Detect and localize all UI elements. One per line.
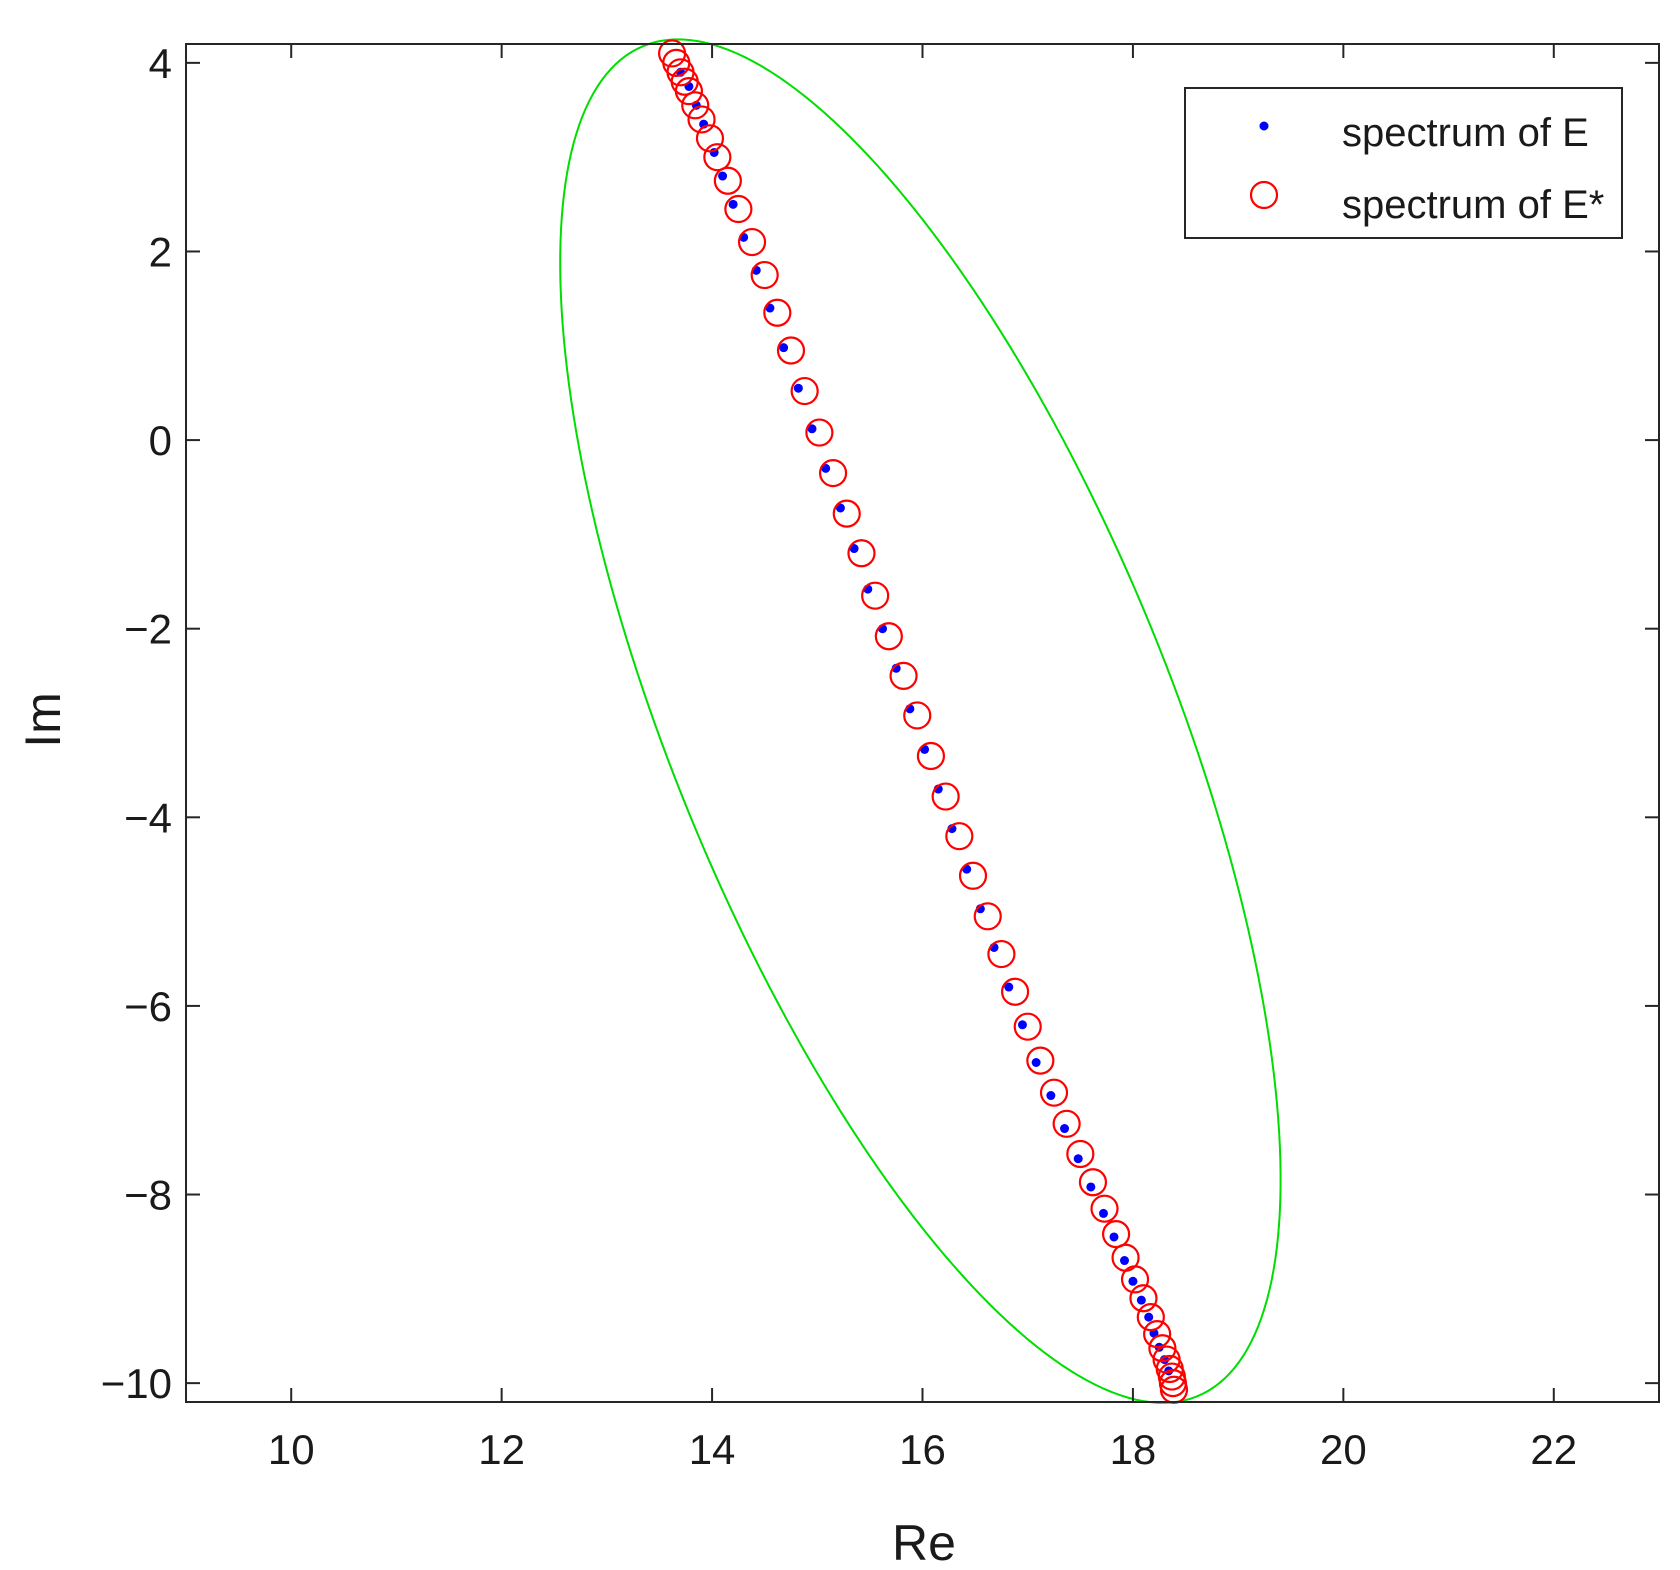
point-e-star bbox=[1000, 977, 1030, 1006]
point-e-star bbox=[687, 105, 716, 134]
point-e bbox=[1031, 1058, 1041, 1067]
point-e-star bbox=[1052, 1109, 1081, 1138]
point-e-star bbox=[713, 166, 742, 195]
point-e-star bbox=[790, 376, 819, 406]
point-e bbox=[1144, 1312, 1154, 1322]
legend-marker-dot bbox=[1259, 121, 1269, 131]
point-e bbox=[728, 199, 738, 209]
point-e-star bbox=[1120, 1265, 1150, 1294]
legend-label-e-star: spectrum of E* bbox=[1342, 183, 1604, 227]
point-e bbox=[1109, 1232, 1119, 1242]
point-e-star bbox=[1143, 1319, 1172, 1349]
y-axis-title: Im bbox=[15, 692, 71, 748]
point-e-star bbox=[945, 822, 974, 851]
point-e-star bbox=[1026, 1046, 1055, 1075]
point-e bbox=[765, 303, 775, 313]
x-tick-label: 18 bbox=[1110, 1426, 1157, 1473]
point-e-star bbox=[1013, 1012, 1042, 1041]
point-e-star bbox=[916, 741, 946, 771]
point-e bbox=[718, 171, 728, 181]
point-e-star bbox=[703, 143, 732, 172]
y-tick-label: −4 bbox=[124, 794, 172, 841]
point-e bbox=[821, 463, 831, 473]
point-e-star bbox=[973, 902, 1002, 931]
x-tick-label: 10 bbox=[268, 1426, 315, 1473]
x-tick-label: 12 bbox=[478, 1426, 525, 1473]
y-tick-label: −10 bbox=[101, 1360, 172, 1407]
point-e bbox=[1073, 1154, 1083, 1164]
point-e-star bbox=[776, 336, 806, 365]
y-tick-label: 2 bbox=[149, 228, 172, 275]
y-tick-label: −8 bbox=[124, 1172, 172, 1219]
point-e-star bbox=[681, 91, 710, 120]
point-e-star bbox=[958, 861, 988, 890]
point-e bbox=[1120, 1256, 1130, 1266]
point-e-star bbox=[874, 622, 903, 651]
y-tick-label: 0 bbox=[149, 417, 172, 464]
point-e-star bbox=[1039, 1078, 1069, 1107]
point-e-star bbox=[903, 701, 932, 730]
point-e-star bbox=[750, 260, 779, 290]
point-e bbox=[1128, 1276, 1138, 1286]
legend-label-e: spectrum of E bbox=[1342, 111, 1589, 155]
point-e-star bbox=[1136, 1303, 1165, 1332]
point-e bbox=[1098, 1208, 1108, 1218]
point-e-star bbox=[1090, 1194, 1119, 1223]
point-e-star bbox=[861, 581, 890, 610]
point-e-star bbox=[832, 499, 861, 528]
point-e-star bbox=[987, 939, 1016, 969]
point-e bbox=[835, 503, 845, 513]
x-tick-label: 16 bbox=[899, 1426, 946, 1473]
point-e bbox=[779, 343, 789, 353]
x-tick-label: 20 bbox=[1320, 1426, 1367, 1473]
point-e-star bbox=[674, 77, 704, 106]
point-e-star bbox=[724, 194, 753, 224]
point-e bbox=[1004, 982, 1014, 992]
point-e bbox=[1046, 1091, 1056, 1101]
x-tick-label: 14 bbox=[689, 1426, 736, 1473]
point-e-star bbox=[1148, 1334, 1177, 1363]
point-e-star bbox=[805, 418, 834, 447]
point-e-star bbox=[1078, 1168, 1108, 1197]
y-tick-label: −2 bbox=[124, 606, 172, 653]
point-e-star bbox=[931, 782, 960, 811]
point-e bbox=[1017, 1020, 1027, 1030]
point-e bbox=[1086, 1182, 1096, 1192]
point-e-star bbox=[847, 539, 876, 568]
point-e bbox=[793, 383, 803, 393]
y-tick-label: 4 bbox=[149, 40, 172, 87]
point-e-star bbox=[763, 298, 792, 327]
legend-box bbox=[1184, 87, 1623, 239]
plot-area bbox=[559, 38, 1282, 1404]
point-e bbox=[849, 544, 859, 554]
point-e bbox=[1060, 1124, 1070, 1134]
x-tick-label: 22 bbox=[1530, 1426, 1577, 1473]
x-axis-title: Re bbox=[892, 1515, 956, 1570]
point-e-star bbox=[695, 124, 725, 153]
point-e-star bbox=[737, 227, 767, 257]
point-e-star bbox=[818, 458, 848, 488]
point-e-star bbox=[1101, 1220, 1131, 1249]
point-e bbox=[1136, 1295, 1146, 1305]
point-e-star bbox=[889, 661, 918, 690]
y-tick-label: −6 bbox=[124, 983, 172, 1030]
point-e-star bbox=[1066, 1139, 1095, 1169]
point-e-star bbox=[1129, 1284, 1158, 1313]
point-e bbox=[807, 424, 817, 434]
legend-marker-circle bbox=[1249, 180, 1279, 210]
legend: spectrum of E spectrum of E* bbox=[1184, 87, 1623, 239]
